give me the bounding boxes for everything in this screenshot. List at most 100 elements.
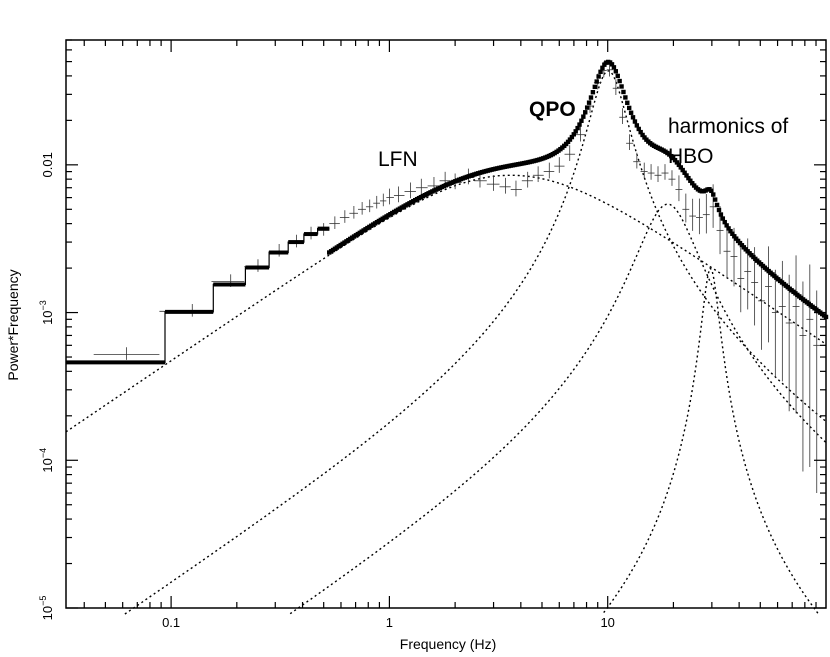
model-components <box>65 70 827 615</box>
x-tick-label: 0.1 <box>162 615 180 630</box>
data-point <box>619 108 627 124</box>
model-point <box>674 160 680 165</box>
data-point <box>792 255 800 414</box>
data-point <box>499 177 511 194</box>
annotation-harmonics: harmonics of <box>668 115 788 138</box>
model-point <box>714 202 720 208</box>
model-point <box>680 167 685 173</box>
data-point <box>268 243 288 257</box>
model-point <box>598 69 603 75</box>
component-curve-2 <box>124 70 827 615</box>
data-point <box>785 274 793 412</box>
data-point <box>554 157 565 173</box>
model-point <box>609 62 615 67</box>
data-point <box>758 263 766 350</box>
y-axis-title: Power*Frequency <box>5 269 21 380</box>
data-point <box>689 198 697 231</box>
model-point <box>638 129 643 135</box>
model-point <box>621 89 626 95</box>
data-point <box>510 180 522 197</box>
data-point <box>532 166 544 183</box>
model-point <box>617 78 622 84</box>
model-point <box>672 157 678 163</box>
data-point <box>640 162 648 179</box>
model-point <box>634 123 640 128</box>
component-curve-1 <box>65 174 827 433</box>
data-point <box>813 290 821 494</box>
data-point <box>647 164 655 180</box>
model-point <box>823 314 829 320</box>
x-tick-labels: 0.1 1 10 <box>162 615 615 630</box>
model-point <box>626 105 632 111</box>
model-point <box>720 216 726 221</box>
y-tick-label: 0.01 <box>40 152 55 177</box>
data-point <box>349 206 359 219</box>
annotation-hbo: HBO <box>668 145 714 168</box>
model-point <box>577 122 582 127</box>
model-point <box>676 162 682 168</box>
model-point <box>632 119 638 124</box>
annotation-lfn: LFN <box>378 148 418 171</box>
model-point <box>730 231 735 236</box>
data-point <box>380 193 387 207</box>
data-point <box>564 145 576 161</box>
model-point <box>628 110 634 115</box>
model-point <box>611 65 617 70</box>
data-point <box>661 164 669 180</box>
model-point <box>682 170 687 175</box>
data-point <box>799 281 807 472</box>
model-point <box>630 115 636 120</box>
component-curve-4 <box>603 266 819 615</box>
data-point <box>682 193 690 223</box>
model-point <box>613 69 619 74</box>
model-point <box>623 95 628 100</box>
model-point <box>711 192 716 197</box>
data-point <box>393 186 405 203</box>
model-point <box>575 125 580 131</box>
model-point <box>678 165 683 170</box>
x-tick-label: 10 <box>600 615 614 630</box>
model-point <box>565 139 571 145</box>
model-point <box>732 234 737 239</box>
model-point <box>726 226 731 231</box>
data-point <box>765 246 772 343</box>
model-point <box>584 105 590 110</box>
total-model-curve <box>66 59 829 365</box>
model-point <box>709 188 714 194</box>
x-tick-label: 1 <box>386 615 393 630</box>
data-point <box>633 152 641 169</box>
model-point <box>688 178 693 183</box>
model-point <box>571 132 576 137</box>
data-point <box>543 162 555 179</box>
model-point <box>722 219 727 225</box>
model-point <box>590 90 596 95</box>
y-tick-label: 10−5 <box>38 596 55 621</box>
axis-ticks <box>66 39 826 609</box>
data-point <box>486 175 500 191</box>
data-point <box>329 216 340 229</box>
data-point <box>575 125 586 142</box>
model-point <box>579 118 584 123</box>
data-point <box>93 347 160 360</box>
model-point <box>583 110 588 115</box>
data-point <box>404 182 416 199</box>
data-point <box>737 247 745 313</box>
model-point <box>640 132 645 138</box>
model-point <box>596 74 601 79</box>
model-point <box>625 100 630 105</box>
y-tick-label: 10−4 <box>38 448 55 473</box>
y-tick-label: 10−3 <box>38 300 55 325</box>
data-point <box>806 264 814 468</box>
data-point <box>723 224 731 278</box>
data-point <box>339 210 350 223</box>
model-point <box>586 100 592 105</box>
data-point <box>386 188 394 205</box>
model-point <box>569 134 575 140</box>
component-curve-3 <box>289 203 827 615</box>
model-point <box>733 236 739 241</box>
data-point <box>668 170 676 186</box>
model-point <box>573 129 578 134</box>
data-point <box>373 195 381 209</box>
model-point <box>588 95 594 100</box>
data-point <box>771 269 779 377</box>
